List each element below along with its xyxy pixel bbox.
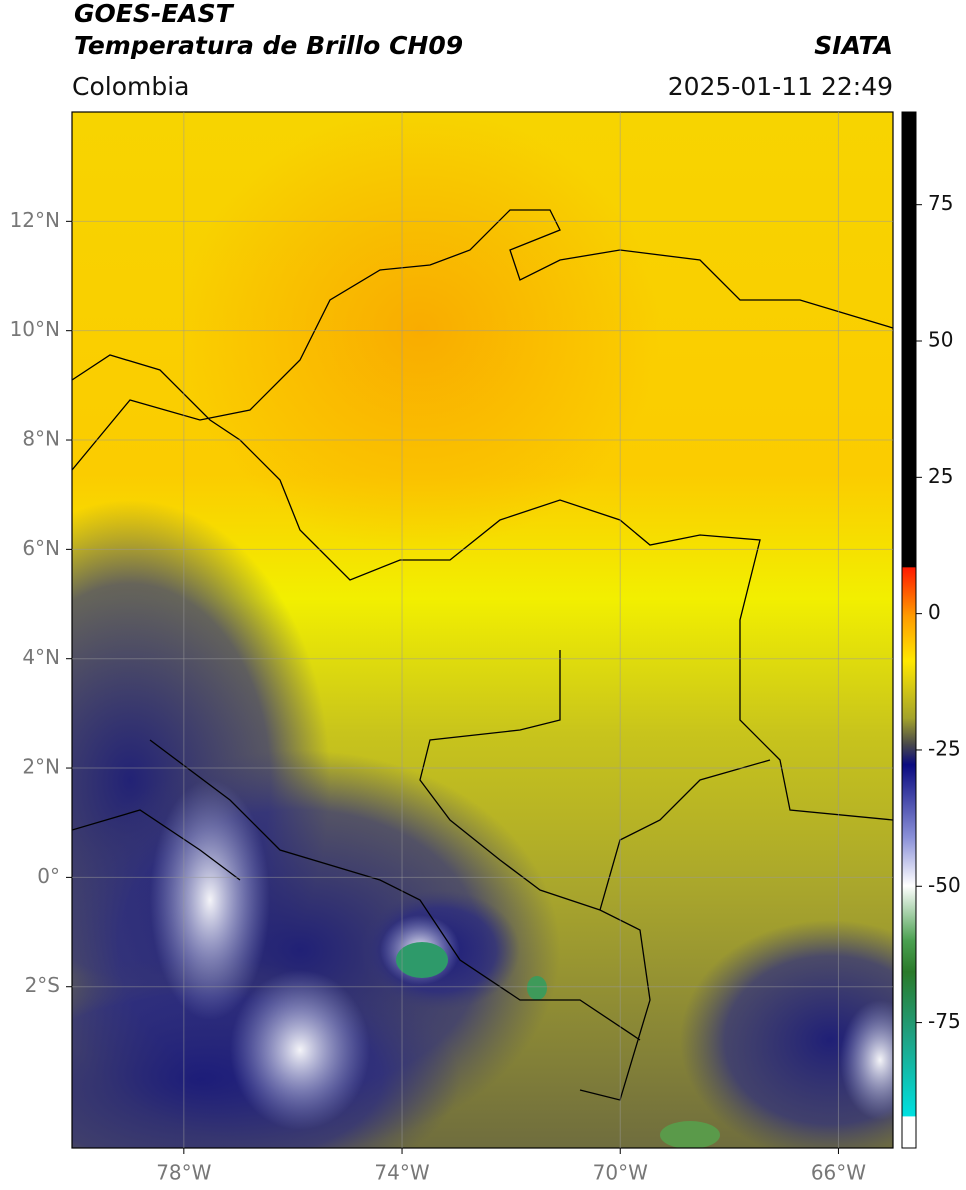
colorbar-tick-label: -75 [928,1009,961,1033]
y-tick-label: 10°N [10,317,60,341]
y-tick-label: 12°N [10,208,60,232]
colorbar-tick-label: -25 [928,736,961,760]
y-tick-label: 2°N [22,755,60,779]
y-tick-label: 0° [37,864,60,888]
map-axes: 78°W 74°W 70°W 66°W 12°N 10°N 8°N 6°N 4°N 2°N 0° 2°… [10,112,893,1185]
y-tick-label: 6°N [22,536,60,560]
colorbar [901,111,917,1149]
y-tick-label: 8°N [22,427,60,451]
title: GOES-EAST [74,0,235,28]
timestamp: 2025-01-11 22:49 [668,72,893,101]
subtitle: Temperatura de Brillo CH09 [74,31,463,60]
colorbar-tick-label: 50 [928,328,953,352]
x-tick-label: 74°W [374,1161,429,1185]
satellite-image [72,112,893,1148]
y-tick-label: 4°N [22,645,60,669]
x-tick-label: 66°W [811,1161,866,1185]
map-frame [71,111,894,1149]
brand: SIATA [814,31,893,60]
colorbar-tick-label: 75 [928,191,953,215]
y-tick-label: 2°S [25,973,60,997]
colorbar-tick-label: 0 [928,600,941,624]
x-tick-label: 78°W [156,1161,211,1185]
region: Colombia [72,72,189,101]
x-tick-label: 70°W [593,1161,648,1185]
colorbar-tick-label: -50 [928,873,961,897]
colorbar-tick-label: 25 [928,464,953,488]
borders [72,209,893,1101]
colorbar-axis: 75 50 25 0 -25 -50 -75 [916,191,961,1033]
